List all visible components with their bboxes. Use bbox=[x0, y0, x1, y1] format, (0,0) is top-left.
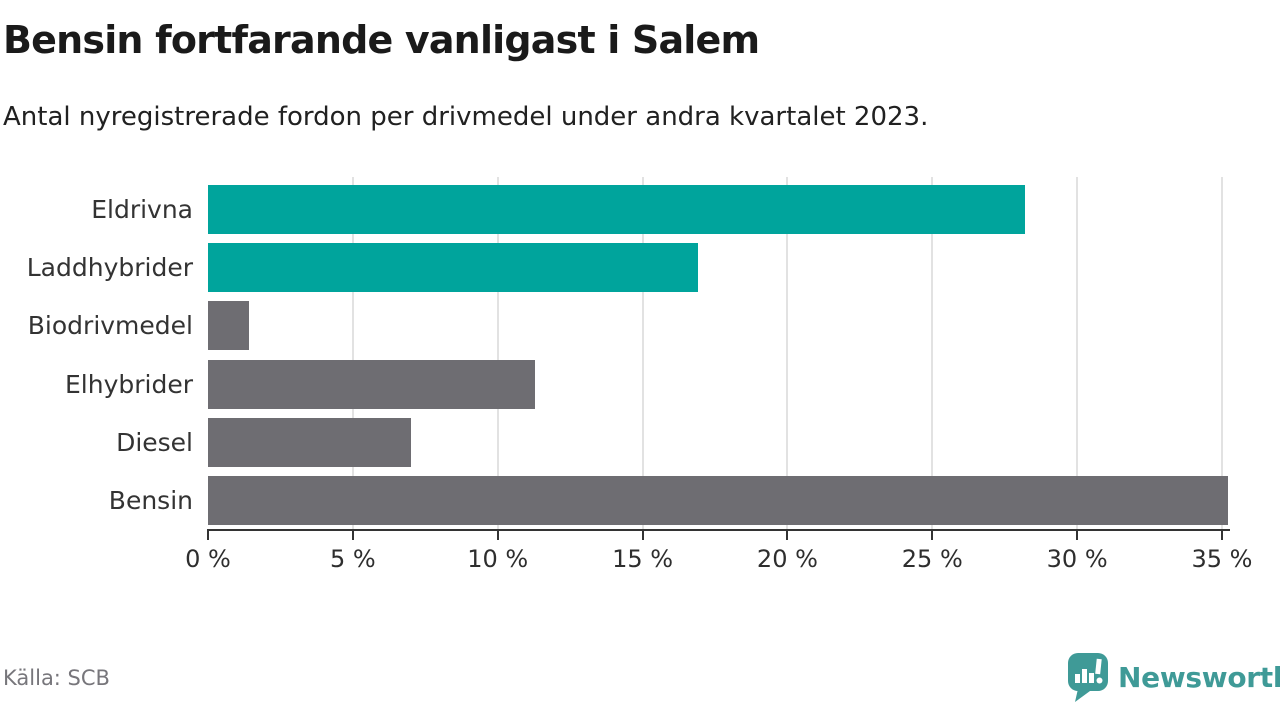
axis-tick-label: 30 % bbox=[1046, 545, 1108, 573]
gridline bbox=[351, 177, 354, 530]
x-axis-tick-labels: 0 % 5 % 10 % 15 % 20 % 25 % 30 % 35 % bbox=[185, 545, 1252, 575]
axis-tick bbox=[786, 531, 789, 540]
category-label: Laddhybrider bbox=[26, 252, 193, 282]
category-label: Eldrivna bbox=[91, 194, 193, 224]
axis-tick-label: 20 % bbox=[756, 545, 818, 573]
axis-tick bbox=[207, 531, 209, 540]
axis-tick bbox=[496, 531, 499, 540]
bar bbox=[208, 301, 249, 351]
category-axis: Eldrivna Laddhybrider Biodrivmedel Elhybrid… bbox=[0, 180, 193, 530]
gridline bbox=[931, 177, 934, 530]
chart-subtitle: Antal nyregistrerade fordon per drivmede… bbox=[3, 102, 929, 132]
axis-tick bbox=[1221, 531, 1223, 540]
x-axis-tick-marks bbox=[207, 531, 1223, 541]
axis-tick-label: 35 % bbox=[1191, 545, 1253, 573]
axis-tick bbox=[351, 531, 354, 540]
newsworthy-logo-text: Newsworthy bbox=[1118, 660, 1280, 694]
axis-tick-label: 15 % bbox=[612, 545, 674, 573]
category-label: Elhybrider bbox=[64, 369, 193, 399]
bar bbox=[208, 359, 536, 409]
axis-tick-label: 10 % bbox=[467, 545, 529, 573]
chart-title: Bensin fortfarande vanligast i Salem bbox=[3, 18, 760, 62]
x-axis-line bbox=[207, 529, 1230, 531]
axis-tick bbox=[641, 531, 644, 540]
bar-chart-plot-area bbox=[208, 177, 1228, 530]
bar bbox=[208, 184, 1025, 234]
axis-tick bbox=[931, 531, 934, 540]
bar bbox=[208, 476, 1228, 526]
category-label: Biodrivmedel bbox=[27, 311, 193, 341]
axis-tick-label: 25 % bbox=[901, 545, 963, 573]
gridline bbox=[1221, 177, 1223, 530]
gridline bbox=[1076, 177, 1079, 530]
axis-tick-label: 5 % bbox=[329, 545, 376, 573]
gridline bbox=[786, 177, 789, 530]
source-note: Källa: SCB bbox=[3, 666, 110, 690]
bar bbox=[208, 243, 698, 292]
axis-tick-label: 0 % bbox=[185, 545, 231, 573]
bar bbox=[208, 418, 411, 467]
newsworthy-logo-icon bbox=[1068, 653, 1108, 702]
category-label: Diesel bbox=[116, 427, 193, 457]
category-label: Bensin bbox=[108, 486, 193, 516]
axis-tick bbox=[1076, 531, 1079, 540]
newsworthy-logo: Newsworthy bbox=[1066, 652, 1280, 702]
gridline bbox=[496, 177, 499, 530]
gridline bbox=[641, 177, 644, 530]
